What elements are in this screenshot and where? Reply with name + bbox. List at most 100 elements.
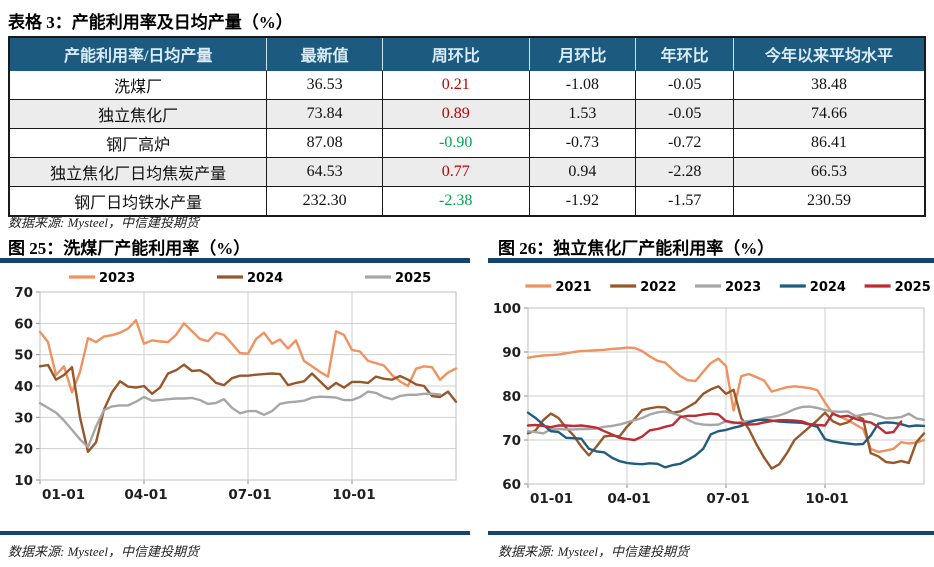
cell-wow: -2.38 [381, 186, 530, 217]
y-tick-label-90: 90 [502, 345, 521, 361]
figure25-title-rule [0, 258, 470, 263]
legend-item-2024: 2024 [217, 271, 283, 286]
y-tick-label-40: 40 [14, 379, 33, 395]
cell-name: 洗煤厂 [8, 70, 268, 100]
cell-wow: 0.89 [381, 99, 530, 129]
table-title: 表格 3：产能利用率及日均产量（%） [8, 13, 293, 32]
y-tick-label-10: 10 [14, 473, 33, 489]
legend-label-2022: 2022 [640, 280, 676, 295]
plot-border [39, 291, 457, 481]
cell-yoy: -0.05 [635, 70, 735, 100]
cell-wow: 0.77 [381, 157, 530, 187]
figure25-source: 数据来源: Mysteel，中信建投期货 [8, 544, 200, 559]
cell-latest: 87.08 [266, 128, 383, 158]
x-tick-label-07-01: 07-01 [228, 487, 271, 503]
table-body: 洗煤厂 36.53 0.21 -1.08 -0.05 38.48 独立焦化厂 73.84 0.8… [8, 70, 926, 217]
y-tick-label-70: 70 [14, 285, 33, 301]
header-cell-0: 产能利用率/日均产量 [8, 36, 268, 71]
cell-name: 独立焦化厂日均焦炭产量 [8, 157, 268, 187]
y-tick-label-60: 60 [502, 477, 521, 493]
header-cell-5: 今年以来平均水平 [733, 36, 926, 71]
legend-item-2022: 2022 [610, 280, 676, 295]
x-tick-label-01-01: 01-01 [530, 491, 573, 507]
y-tick-label-100: 100 [493, 301, 521, 317]
table-row-1: 独立焦化厂 73.84 0.89 1.53 -0.05 74.66 [8, 99, 926, 129]
figure25-title: 图 25：洗煤厂产能利用率（%） [8, 239, 251, 258]
cell-ytd-avg: 38.48 [733, 70, 926, 100]
legend-label-2023: 2023 [99, 271, 135, 286]
legend-item-2025: 2025 [864, 280, 931, 295]
cell-yoy: -1.57 [635, 186, 735, 217]
series-line-2024 [38, 363, 458, 453]
x-tick-label-10-01: 10-01 [332, 487, 375, 503]
x-tick-label-04-01: 04-01 [124, 487, 167, 503]
figure26-line-chart: 2021 2022 2023 2024 2025 60 70 80 90 100 01-01 04-0… [493, 280, 931, 507]
figure26-bottom-rule [488, 531, 934, 535]
figure26-title-rule [488, 258, 934, 263]
series-line-2021 [526, 346, 926, 454]
header-cell-4: 年环比 [635, 36, 735, 71]
cell-mom: -0.73 [528, 128, 637, 158]
cell-mom: 0.94 [528, 157, 637, 187]
legend-item-2023: 2023 [695, 280, 761, 295]
table-row-2: 钢厂高炉 87.08 -0.90 -0.73 -0.72 86.41 [8, 128, 926, 158]
y-tick-label-50: 50 [14, 348, 33, 364]
legend-label-2024: 2024 [810, 280, 846, 295]
series-line-2023 [38, 319, 458, 394]
legend-label-2025: 2025 [395, 271, 431, 286]
cell-yoy: -2.28 [635, 157, 735, 187]
cell-mom: 1.53 [528, 99, 637, 129]
cell-name: 钢厂日均铁水产量 [8, 186, 268, 217]
cell-wow: -0.90 [381, 128, 530, 158]
plot-border [527, 307, 925, 485]
table-row-4: 钢厂日均铁水产量 232.30 -2.38 -1.92 -1.57 230.59 [8, 186, 926, 217]
cell-name: 独立焦化厂 [8, 99, 268, 129]
table-source: 数据来源: Mysteel，中信建投期货 [8, 215, 200, 230]
y-tick-label-20: 20 [14, 442, 33, 458]
figure25-line-chart: 2023 2024 2025 10 20 30 40 50 60 70 01-01 04-01 07-0… [14, 271, 458, 503]
table-row-0: 洗煤厂 36.53 0.21 -1.08 -0.05 38.48 [8, 70, 926, 100]
y-tick-label-80: 80 [502, 389, 521, 405]
figure26-source: 数据来源: Mysteel，中信建投期货 [498, 544, 690, 559]
x-tick-label-01-01: 01-01 [42, 487, 85, 503]
cell-name: 钢厂高炉 [8, 128, 268, 158]
legend-label-2023: 2023 [725, 280, 761, 295]
cell-latest: 73.84 [266, 99, 383, 129]
y-tick-label-60: 60 [14, 316, 33, 332]
cell-ytd-avg: 66.53 [733, 157, 926, 187]
legend-item-2024: 2024 [779, 280, 846, 295]
header-cell-1: 最新值 [266, 36, 383, 71]
table-head: 产能利用率/日均产量 最新值 周环比 月环比 年环比 今年以来平均水平 [8, 36, 926, 71]
cell-latest: 64.53 [266, 157, 383, 187]
series-line-2025 [526, 412, 903, 442]
cell-mom: -1.92 [528, 186, 637, 217]
x-tick-label-07-01: 07-01 [706, 491, 749, 507]
legend-item-2023: 2023 [69, 271, 135, 286]
y-tick-label-30: 30 [14, 410, 33, 426]
legend-item-2021: 2021 [525, 280, 592, 295]
legend-item-2025: 2025 [365, 271, 431, 286]
cell-ytd-avg: 86.41 [733, 128, 926, 158]
cell-wow: 0.21 [381, 70, 530, 100]
series-line-2025 [38, 390, 442, 449]
capacity-utilization-table: 产能利用率/日均产量 最新值 周环比 月环比 年环比 今年以来平均水平 洗煤厂 36.53 0… [8, 36, 926, 217]
header-cell-2: 周环比 [381, 36, 530, 71]
header-cell-3: 月环比 [528, 36, 637, 71]
legend-label-2025: 2025 [895, 280, 931, 295]
table-row-3: 独立焦化厂日均焦炭产量 64.53 0.77 0.94 -2.28 66.53 [8, 157, 926, 187]
x-tick-label-04-01: 04-01 [607, 491, 650, 507]
cell-latest: 36.53 [266, 70, 383, 100]
legend-label-2021: 2021 [555, 280, 591, 295]
cell-ytd-avg: 74.66 [733, 99, 926, 129]
cell-ytd-avg: 230.59 [733, 186, 926, 217]
y-tick-label-70: 70 [502, 433, 521, 449]
legend-label-2024: 2024 [247, 271, 283, 286]
cell-latest: 232.30 [266, 186, 383, 217]
figure26-title: 图 26：独立焦化厂产能利用率（%） [498, 239, 775, 258]
cell-mom: -1.08 [528, 70, 637, 100]
cell-yoy: -0.72 [635, 128, 735, 158]
x-tick-label-10-01: 10-01 [805, 491, 848, 507]
series-line-2024 [526, 411, 926, 469]
cell-yoy: -0.05 [635, 99, 735, 129]
